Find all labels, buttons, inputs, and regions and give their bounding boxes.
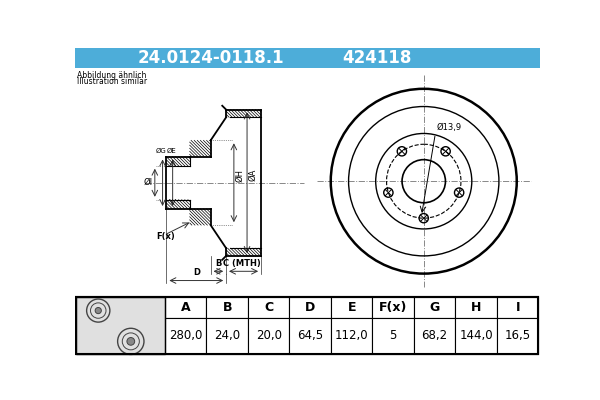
Bar bbox=[248, 318, 289, 354]
Circle shape bbox=[95, 308, 101, 314]
Bar bbox=[289, 318, 331, 354]
Text: ØG: ØG bbox=[155, 148, 166, 154]
Text: 280,0: 280,0 bbox=[169, 330, 202, 342]
Text: 20,0: 20,0 bbox=[256, 330, 281, 342]
Bar bbox=[165, 318, 206, 354]
Bar bbox=[455, 297, 497, 318]
Bar bbox=[373, 297, 414, 318]
Text: 5: 5 bbox=[389, 330, 397, 342]
Text: 24,0: 24,0 bbox=[214, 330, 240, 342]
Bar bbox=[331, 318, 373, 354]
Bar bbox=[497, 318, 538, 354]
Text: 112,0: 112,0 bbox=[335, 330, 368, 342]
Bar bbox=[76, 297, 538, 354]
Bar bbox=[76, 297, 165, 354]
Bar bbox=[414, 297, 455, 318]
Text: ØH: ØH bbox=[235, 168, 244, 182]
Text: 24.0124-0118.1: 24.0124-0118.1 bbox=[137, 49, 284, 67]
Text: A: A bbox=[181, 301, 190, 314]
Bar bbox=[206, 297, 248, 318]
Bar bbox=[76, 297, 538, 354]
Text: ØA: ØA bbox=[248, 169, 257, 181]
Text: F(x): F(x) bbox=[379, 301, 407, 314]
Text: G: G bbox=[430, 301, 440, 314]
Circle shape bbox=[127, 338, 134, 345]
Text: B: B bbox=[215, 259, 221, 268]
Bar bbox=[75, 48, 540, 68]
Bar bbox=[289, 297, 331, 318]
Text: D: D bbox=[305, 301, 315, 314]
Bar bbox=[497, 297, 538, 318]
Text: H: H bbox=[471, 301, 481, 314]
Text: 68,2: 68,2 bbox=[422, 330, 448, 342]
Text: 64,5: 64,5 bbox=[297, 330, 323, 342]
Text: ØE: ØE bbox=[167, 148, 177, 154]
Text: Abbildung ähnlich: Abbildung ähnlich bbox=[77, 71, 146, 80]
Text: ØI: ØI bbox=[143, 178, 152, 187]
Text: 424118: 424118 bbox=[343, 49, 412, 67]
Text: 144,0: 144,0 bbox=[460, 330, 493, 342]
Text: F(x): F(x) bbox=[157, 232, 175, 241]
Bar bbox=[414, 318, 455, 354]
Text: I: I bbox=[515, 301, 520, 314]
Bar bbox=[206, 318, 248, 354]
Bar bbox=[248, 297, 289, 318]
Bar bbox=[455, 318, 497, 354]
Text: C: C bbox=[264, 301, 273, 314]
Bar bbox=[331, 297, 373, 318]
Text: D: D bbox=[193, 268, 200, 278]
Bar bbox=[165, 297, 206, 318]
Text: Illustration similar: Illustration similar bbox=[77, 77, 148, 86]
Bar bbox=[76, 297, 165, 354]
Text: Ø13,9: Ø13,9 bbox=[437, 123, 462, 132]
Bar bbox=[373, 318, 414, 354]
Text: 16,5: 16,5 bbox=[505, 330, 531, 342]
Text: E: E bbox=[347, 301, 356, 314]
Text: B: B bbox=[223, 301, 232, 314]
Text: C (MTH): C (MTH) bbox=[223, 259, 260, 268]
